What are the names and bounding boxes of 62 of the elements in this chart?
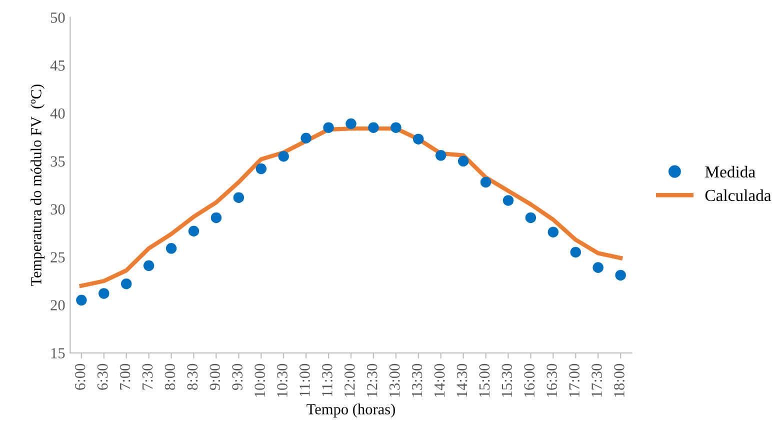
point xyxy=(210,212,222,224)
point xyxy=(76,294,87,306)
x-tick-label: 6:30 xyxy=(97,364,108,390)
point xyxy=(98,288,110,299)
x-tick-label: 14:30 xyxy=(456,364,468,397)
point xyxy=(502,195,514,206)
point xyxy=(592,262,604,273)
point xyxy=(570,246,582,258)
point xyxy=(480,176,492,188)
x-tick-label: 17:00 xyxy=(569,364,580,397)
x-tick-label: 18:00 xyxy=(614,364,624,397)
y-tick-label: 25 xyxy=(50,252,65,262)
point xyxy=(615,270,626,281)
point xyxy=(525,212,536,224)
x-tick-label: 9:00 xyxy=(210,364,220,390)
point xyxy=(548,226,559,238)
point xyxy=(300,132,312,144)
x-tick-label: 13:30 xyxy=(412,364,422,397)
x-tick-label: 7:30 xyxy=(142,364,153,390)
point xyxy=(346,118,356,130)
point xyxy=(413,134,424,144)
y-tick-label: 20 xyxy=(50,300,65,310)
x-tick-label: 14:00 xyxy=(434,364,445,397)
x-tick-label: 15:00 xyxy=(479,364,490,397)
x-tick-label: 11:00 xyxy=(300,364,310,396)
x-tick-label: 10:00 xyxy=(254,364,266,397)
y-tick-label: 35 xyxy=(50,156,65,167)
x-axis-title: Tempo (horas) xyxy=(306,404,395,418)
x-tick-label: 8:30 xyxy=(187,364,198,390)
point xyxy=(458,156,469,167)
point xyxy=(166,243,177,254)
y-tick-label: 50 xyxy=(50,12,65,23)
point xyxy=(368,122,379,133)
x-tick-label: 10:30 xyxy=(277,364,288,397)
point xyxy=(188,226,200,237)
x-tick-label: 16:00 xyxy=(524,364,535,397)
x-tick-label: 11:30 xyxy=(322,364,332,396)
x-tick-label: 6:00 xyxy=(74,364,86,390)
y-tick-label: 40 xyxy=(50,108,65,119)
y-tick-label: 15 xyxy=(51,348,65,358)
x-tick-label: 16:30 xyxy=(546,364,558,397)
x-tick-label: 9:30 xyxy=(232,364,243,390)
x-tick-label: 15:30 xyxy=(502,364,512,397)
point xyxy=(435,150,446,161)
point xyxy=(323,122,334,133)
point xyxy=(233,192,244,203)
x-tick-label: 7:00 xyxy=(120,364,130,390)
x-tick-label: 8:00 xyxy=(164,364,176,390)
y-tick-label: 30 xyxy=(50,204,65,215)
point xyxy=(143,260,154,272)
point xyxy=(120,278,132,290)
x-tick-label: 17:30 xyxy=(592,364,602,397)
x-tick-label: 13:00 xyxy=(389,364,400,397)
point xyxy=(256,163,267,174)
y-tick-label: 45 xyxy=(50,60,65,71)
x-tick-label: 12:30 xyxy=(366,364,378,397)
y-axis-title: Temperatura do módulo FV (ºC) xyxy=(30,84,45,286)
legend-label: Calculada xyxy=(705,189,772,202)
point xyxy=(278,150,289,162)
point xyxy=(390,122,402,133)
x-tick-label: 12:00 xyxy=(344,364,355,397)
legend-label: Medida xyxy=(705,166,756,178)
